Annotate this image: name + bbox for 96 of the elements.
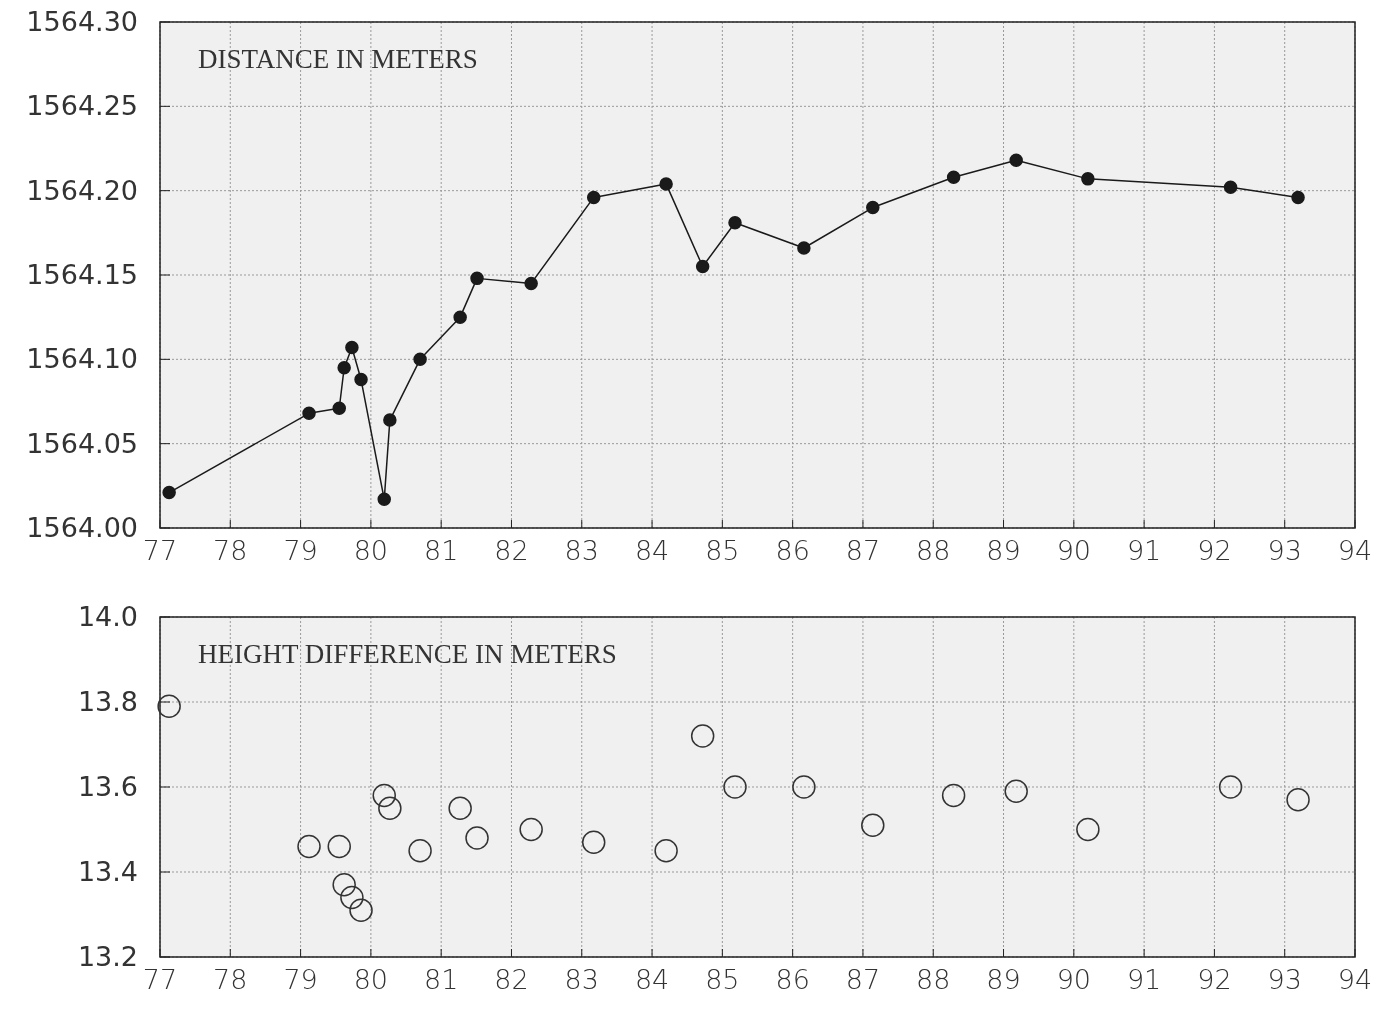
point bbox=[723, 775, 747, 799]
point bbox=[1291, 190, 1305, 205]
point bbox=[941, 783, 966, 808]
y-tick-label: 14.0 bbox=[77, 601, 138, 632]
point bbox=[861, 813, 885, 837]
x-tick-label: 89 bbox=[986, 964, 1021, 995]
point bbox=[1076, 817, 1100, 842]
x-tick-label: 80 bbox=[353, 964, 389, 995]
point bbox=[1218, 775, 1243, 799]
x-tick-label: 93 bbox=[1267, 535, 1302, 566]
x-tick-label: 82 bbox=[494, 964, 529, 995]
point bbox=[654, 839, 678, 863]
point bbox=[413, 352, 427, 367]
point bbox=[383, 413, 397, 427]
point bbox=[695, 259, 710, 274]
x-tick-label: 94 bbox=[1337, 535, 1373, 566]
point bbox=[524, 276, 538, 291]
x-tick-label: 79 bbox=[283, 964, 318, 995]
y-tick-label: 1564.30 bbox=[26, 6, 138, 37]
point bbox=[340, 885, 364, 910]
x-tick-label: 78 bbox=[213, 535, 248, 566]
point bbox=[332, 401, 346, 415]
point bbox=[327, 834, 351, 859]
y-tick-label: 1564.05 bbox=[26, 427, 138, 459]
x-tick-label: 89 bbox=[986, 535, 1021, 566]
text: HEIGHT DIFFERENCE IN METERS bbox=[198, 639, 617, 669]
point bbox=[302, 406, 316, 421]
point bbox=[349, 898, 373, 922]
point bbox=[1004, 779, 1028, 803]
point bbox=[332, 873, 356, 897]
point bbox=[453, 310, 467, 324]
x-tick-label: 85 bbox=[705, 964, 740, 995]
y-tick-label: 1564.25 bbox=[26, 90, 138, 122]
point bbox=[337, 361, 351, 375]
point bbox=[377, 492, 391, 507]
x-tick-label: 90 bbox=[1056, 964, 1091, 995]
x-tick-label: 81 bbox=[424, 964, 459, 995]
point bbox=[519, 817, 543, 842]
x-tick-label: 93 bbox=[1267, 964, 1302, 995]
point bbox=[690, 724, 715, 748]
point bbox=[792, 775, 816, 799]
x-tick-label: 82 bbox=[494, 535, 529, 566]
point bbox=[354, 372, 368, 387]
point bbox=[378, 796, 402, 820]
y-tick-label: 13.4 bbox=[77, 856, 138, 887]
point bbox=[345, 340, 359, 355]
x-tick-label: 88 bbox=[916, 964, 951, 995]
x-tick-label: 92 bbox=[1197, 535, 1232, 566]
point bbox=[866, 200, 880, 215]
x-tick-label: 81 bbox=[424, 535, 459, 566]
point bbox=[1009, 153, 1023, 168]
x-tick-label: 80 bbox=[353, 535, 389, 566]
point bbox=[162, 485, 176, 500]
x-tick-label: 84 bbox=[634, 964, 670, 995]
x-tick-label: 83 bbox=[564, 535, 599, 566]
y-tick-label: 1564.00 bbox=[26, 512, 138, 543]
x-tick-label: 85 bbox=[705, 535, 740, 566]
y-tick-label: 1564.15 bbox=[26, 259, 138, 290]
x-tick-label: 83 bbox=[564, 964, 599, 995]
point bbox=[581, 830, 606, 854]
point bbox=[157, 694, 181, 718]
x-tick-label: 91 bbox=[1126, 535, 1162, 566]
point bbox=[297, 834, 321, 859]
x-tick-label: 92 bbox=[1197, 964, 1232, 995]
point bbox=[372, 783, 396, 808]
point bbox=[1081, 172, 1095, 186]
point bbox=[946, 170, 961, 184]
x-tick-label: 88 bbox=[916, 535, 951, 566]
x-tick-label: 87 bbox=[845, 535, 881, 566]
x-tick-label: 86 bbox=[775, 964, 810, 995]
point bbox=[1223, 180, 1238, 195]
x-tick-label: 77 bbox=[142, 964, 178, 995]
y-tick-label: 1564.20 bbox=[26, 174, 138, 206]
x-tick-label: 94 bbox=[1337, 964, 1373, 995]
x-tick-label: 84 bbox=[634, 535, 670, 566]
x-tick-label: 87 bbox=[845, 964, 881, 995]
y-tick-label: 13.2 bbox=[77, 941, 138, 972]
y-tick-label: 13.8 bbox=[77, 686, 138, 717]
point bbox=[659, 177, 673, 191]
y-tick-label: 13.6 bbox=[77, 771, 138, 802]
y-tick-label: 1564.10 bbox=[26, 343, 138, 375]
point bbox=[728, 215, 742, 230]
text: DISTANCE IN METERS bbox=[198, 44, 478, 74]
point bbox=[797, 241, 811, 255]
point bbox=[448, 796, 472, 820]
point bbox=[1286, 788, 1310, 812]
point bbox=[465, 826, 489, 850]
x-tick-label: 91 bbox=[1126, 964, 1162, 995]
point bbox=[586, 190, 601, 205]
x-tick-label: 90 bbox=[1056, 535, 1091, 566]
point bbox=[408, 839, 432, 863]
x-tick-label: 79 bbox=[283, 535, 318, 566]
x-tick-label: 86 bbox=[775, 535, 810, 566]
x-tick-label: 78 bbox=[213, 964, 248, 995]
point bbox=[470, 271, 484, 286]
x-tick-label: 77 bbox=[142, 535, 178, 566]
